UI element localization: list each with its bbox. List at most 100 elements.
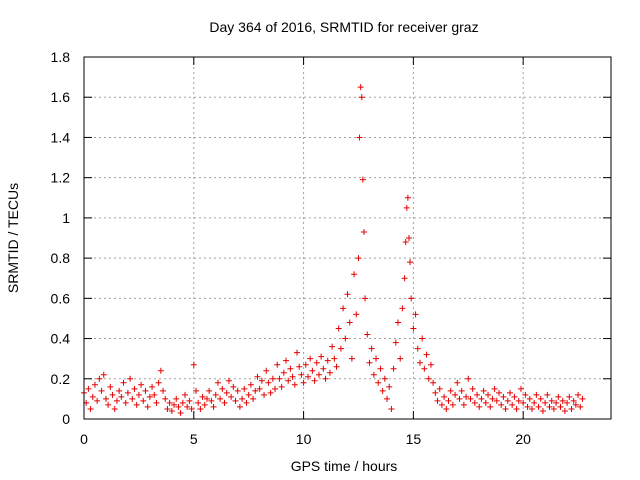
data-point	[87, 405, 94, 412]
data-point	[360, 228, 367, 235]
data-point	[324, 357, 331, 364]
data-point	[214, 379, 221, 386]
data-point	[342, 335, 349, 342]
data-point	[548, 397, 555, 404]
data-point	[577, 403, 584, 410]
data-point	[96, 375, 103, 382]
y-axis-title: SRMTID / TECUs	[5, 183, 21, 293]
data-point	[491, 385, 498, 392]
data-point	[351, 271, 358, 278]
data-point	[182, 391, 189, 398]
data-point	[375, 379, 382, 386]
data-point	[498, 401, 505, 408]
chart-title: Day 364 of 2016, SRMTID for receiver gra…	[209, 19, 478, 35]
data-point	[175, 403, 182, 410]
data-point	[195, 399, 202, 406]
data-point	[335, 325, 342, 332]
data-point	[230, 383, 237, 390]
data-point	[506, 389, 513, 396]
data-point	[570, 397, 577, 404]
data-point	[298, 371, 305, 378]
data-point	[129, 395, 136, 402]
data-point	[142, 387, 149, 394]
data-point	[388, 405, 395, 412]
data-point	[296, 363, 303, 370]
data-point	[537, 395, 544, 402]
data-point	[153, 399, 160, 406]
data-point	[423, 351, 430, 358]
data-point	[469, 385, 476, 392]
data-point	[157, 367, 164, 374]
data-point	[98, 387, 105, 394]
data-point	[219, 385, 226, 392]
data-point	[146, 393, 153, 400]
data-point	[555, 393, 562, 400]
plot-frame	[83, 56, 612, 420]
data-point	[337, 345, 344, 352]
data-point	[474, 391, 481, 398]
data-point	[377, 365, 384, 372]
data-point	[478, 395, 485, 402]
data-point	[456, 395, 463, 402]
data-point	[467, 395, 474, 402]
data-point	[553, 399, 560, 406]
data-point	[447, 387, 454, 394]
data-point	[208, 397, 215, 404]
data-point	[192, 387, 199, 394]
data-point	[105, 401, 112, 408]
data-point	[544, 391, 551, 398]
data-point	[458, 387, 465, 394]
data-point	[241, 385, 248, 392]
data-point	[293, 349, 300, 356]
data-point	[557, 403, 564, 410]
data-point	[381, 375, 388, 382]
y-tick-label: 1.4	[51, 129, 71, 145]
data-point	[331, 355, 338, 362]
data-point	[313, 359, 320, 366]
data-point	[131, 385, 138, 392]
data-point	[392, 339, 399, 346]
data-point	[94, 397, 101, 404]
data-point	[434, 397, 441, 404]
data-point	[236, 403, 243, 410]
y-tick-label: 0.6	[51, 290, 71, 306]
data-point	[509, 401, 516, 408]
data-point	[546, 403, 553, 410]
data-point	[228, 393, 235, 400]
data-point	[245, 391, 252, 398]
data-point	[133, 401, 140, 408]
y-tick-label: 1	[62, 210, 70, 226]
data-point	[449, 401, 456, 408]
data-point	[315, 371, 322, 378]
data-point	[252, 387, 259, 394]
data-point	[416, 359, 423, 366]
data-point	[140, 397, 147, 404]
data-point	[173, 395, 180, 402]
data-point	[511, 393, 518, 400]
data-point	[412, 311, 419, 318]
data-point	[425, 375, 432, 382]
data-point	[454, 379, 461, 386]
y-tick-label: 1.8	[51, 49, 71, 65]
data-point	[502, 405, 509, 412]
data-point	[120, 379, 127, 386]
data-point	[144, 403, 151, 410]
y-tick-label: 1.6	[51, 89, 71, 105]
data-point	[287, 365, 294, 372]
data-point	[575, 391, 582, 398]
data-point	[107, 383, 114, 390]
data-point	[243, 399, 250, 406]
data-point	[432, 389, 439, 396]
data-point	[278, 383, 285, 390]
data-point	[164, 405, 171, 412]
data-point	[263, 367, 270, 374]
data-point	[212, 391, 219, 398]
data-point	[395, 319, 402, 326]
data-point	[513, 405, 520, 412]
data-point	[307, 355, 314, 362]
data-point	[210, 403, 217, 410]
data-point	[480, 387, 487, 394]
data-point	[443, 405, 450, 412]
data-point	[247, 381, 254, 388]
data-point	[405, 235, 412, 241]
